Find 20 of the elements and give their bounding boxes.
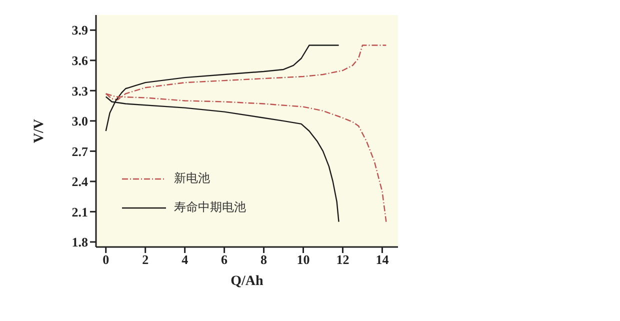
y-tick-label: 3.9: [72, 22, 88, 38]
legend-label: 寿命中期电池: [174, 199, 246, 216]
x-tick-label: 10: [296, 252, 310, 268]
y-tick-label: 2.4: [72, 174, 88, 190]
x-tick-label: 6: [221, 252, 228, 268]
y-tick-label: 3.3: [72, 83, 88, 98]
x-tick-label: 8: [260, 252, 268, 268]
x-tick-label: 4: [182, 252, 189, 268]
y-tick-label: 2.1: [72, 204, 88, 220]
y-tick-label: 3.0: [72, 114, 88, 129]
y-axis-title: V/V: [32, 118, 47, 144]
x-tick-label: 12: [336, 252, 350, 268]
legend-label: 新电池: [174, 170, 210, 187]
y-tick-label: 3.6: [72, 53, 88, 68]
y-tick-label: 1.8: [72, 234, 88, 250]
x-tick-label: 14: [376, 252, 390, 268]
x-axis-title: Q/Ah: [230, 274, 264, 289]
x-tick-label: 0: [102, 252, 110, 268]
x-tick-label: 2: [142, 252, 149, 268]
y-tick-label: 2.7: [72, 144, 88, 159]
